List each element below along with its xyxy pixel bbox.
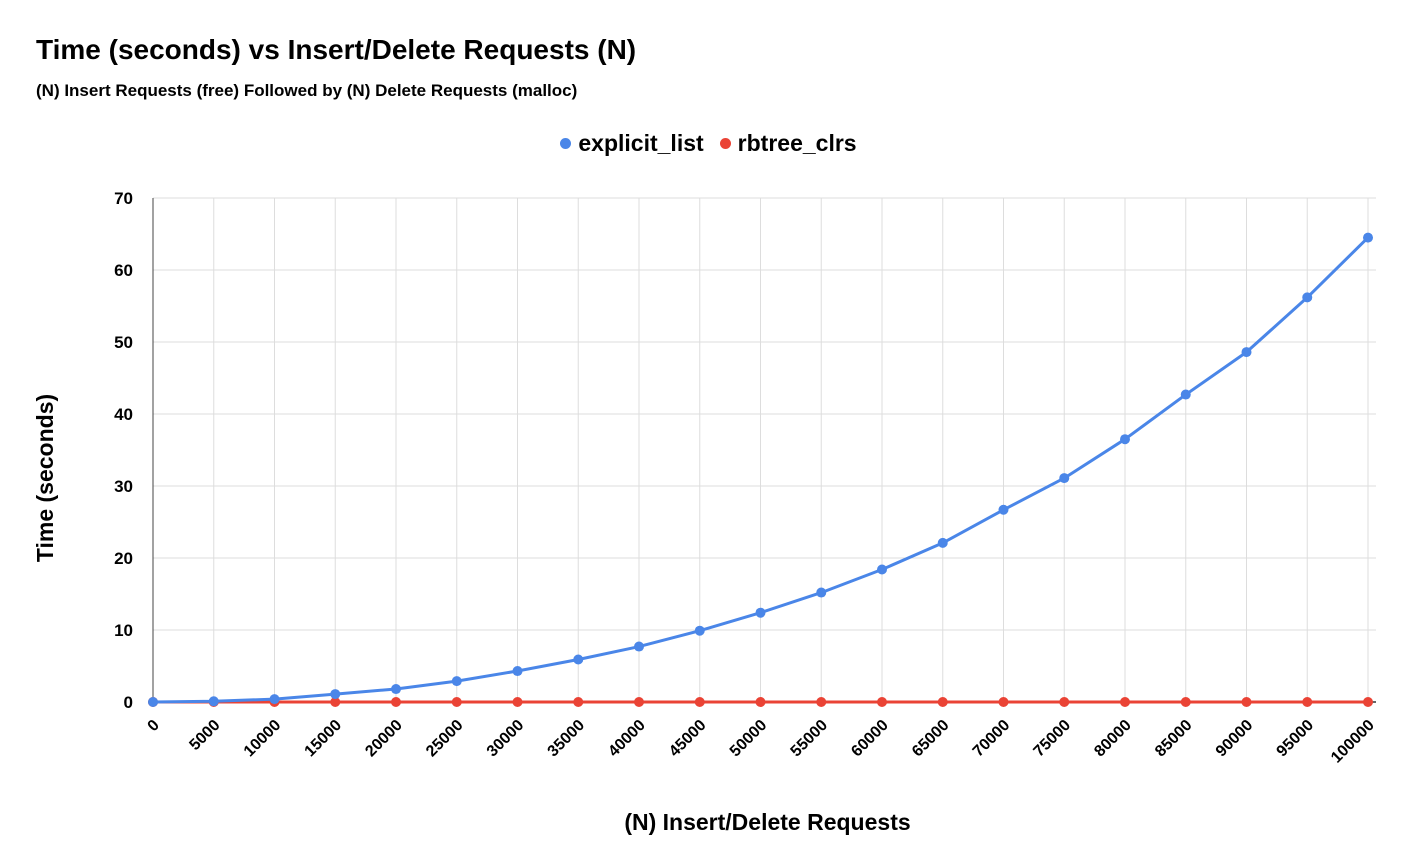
data-point-explicit-list[interactable]: [1363, 232, 1373, 243]
series-rbtree-clrs: [148, 697, 1373, 707]
data-point-rbtree-clrs[interactable]: [694, 697, 705, 707]
data-point-rbtree-clrs[interactable]: [1363, 697, 1373, 707]
tick-labels: 0 10 20 30 40 50 60 70 0 5000 10000 15000 20000 25000…: [114, 189, 1378, 767]
x-tick-label: 15000: [302, 717, 346, 761]
data-point-rbtree-clrs[interactable]: [330, 697, 341, 707]
data-point-explicit-list[interactable]: [1302, 292, 1313, 303]
data-point-explicit-list[interactable]: [694, 625, 705, 636]
x-tick-label: 90000: [1213, 717, 1257, 761]
x-tick-label: 40000: [605, 717, 649, 761]
data-point-rbtree-clrs[interactable]: [816, 697, 827, 707]
legend: explicit_list rbtree_clrs: [0, 130, 1409, 157]
data-point-rbtree-clrs[interactable]: [1302, 697, 1313, 707]
legend-item-rbtree-clrs[interactable]: rbtree_clrs: [719, 130, 857, 157]
data-point-rbtree-clrs[interactable]: [998, 697, 1009, 707]
x-tick-label: 75000: [1031, 717, 1075, 761]
chart-title: Time (seconds) vs Insert/Delete Requests…: [36, 34, 637, 65]
data-point-explicit-list[interactable]: [573, 654, 584, 665]
x-tick-label: 70000: [970, 717, 1014, 761]
data-point-rbtree-clrs[interactable]: [451, 697, 462, 707]
legend-label-explicit-list: explicit_list: [578, 130, 704, 156]
y-tick-label: 10: [114, 621, 133, 640]
y-tick-label: 70: [114, 189, 133, 208]
data-point-explicit-list[interactable]: [877, 564, 887, 575]
data-point-explicit-list[interactable]: [937, 537, 948, 548]
data-point-explicit-list[interactable]: [208, 696, 219, 707]
data-point-explicit-list[interactable]: [330, 689, 341, 700]
x-tick-label: 20000: [362, 717, 406, 761]
x-tick-label: 35000: [545, 717, 589, 761]
x-tick-label: 85000: [1152, 717, 1196, 761]
data-point-explicit-list[interactable]: [512, 666, 523, 677]
y-axis-label: Time (seconds): [32, 394, 58, 562]
x-tick-label: 65000: [909, 717, 953, 761]
x-tick-label: 0: [145, 717, 163, 735]
data-point-explicit-list[interactable]: [1059, 473, 1070, 484]
data-point-explicit-list[interactable]: [148, 697, 158, 707]
series-layer: [148, 232, 1373, 707]
data-point-explicit-list[interactable]: [269, 694, 280, 705]
data-point-explicit-list[interactable]: [634, 641, 644, 652]
legend-label-rbtree-clrs: rbtree_clrs: [737, 130, 857, 156]
data-point-rbtree-clrs[interactable]: [1120, 697, 1130, 707]
x-tick-label: 55000: [788, 717, 832, 761]
x-tick-label: 45000: [666, 717, 710, 761]
y-tick-label: 20: [114, 549, 133, 568]
grid: [153, 197, 1376, 702]
legend-marker-explicit-list: [560, 138, 572, 149]
data-point-rbtree-clrs[interactable]: [937, 697, 948, 707]
x-tick-label: 50000: [727, 717, 771, 761]
x-tick-label: 5000: [186, 717, 223, 754]
data-point-explicit-list[interactable]: [391, 684, 401, 695]
data-point-explicit-list[interactable]: [451, 676, 462, 687]
data-point-explicit-list[interactable]: [755, 607, 766, 618]
x-tick-label: 80000: [1091, 717, 1135, 761]
x-tick-label: 60000: [848, 717, 892, 761]
x-tick-label: 25000: [423, 717, 467, 761]
y-tick-label: 50: [114, 333, 133, 352]
y-tick-label: 0: [124, 693, 133, 712]
data-point-explicit-list[interactable]: [1120, 434, 1130, 445]
data-point-rbtree-clrs[interactable]: [877, 697, 887, 707]
y-tick-label: 40: [114, 405, 133, 424]
legend-marker-rbtree-clrs: [719, 138, 731, 149]
data-point-rbtree-clrs[interactable]: [1059, 697, 1070, 707]
axes: [148, 198, 1376, 703]
data-point-rbtree-clrs[interactable]: [1180, 697, 1191, 707]
data-point-explicit-list[interactable]: [998, 504, 1009, 515]
data-point-rbtree-clrs[interactable]: [391, 697, 401, 707]
x-tick-label: 95000: [1274, 717, 1318, 761]
x-tick-label: 10000: [241, 717, 285, 761]
y-tick-label: 30: [114, 477, 133, 496]
x-tick-label: 30000: [484, 717, 528, 761]
data-point-rbtree-clrs[interactable]: [1241, 697, 1252, 707]
data-point-explicit-list[interactable]: [1241, 347, 1252, 358]
x-axis-label: (N) Insert/Delete Requests: [624, 809, 910, 835]
y-tick-label: 60: [114, 261, 133, 280]
data-point-rbtree-clrs[interactable]: [573, 697, 584, 707]
series-explicit-list: [148, 232, 1373, 707]
legend-item-explicit-list[interactable]: explicit_list: [560, 130, 704, 157]
data-point-rbtree-clrs[interactable]: [634, 697, 644, 707]
chart-subtitle: (N) Insert Requests (free) Followed by (…: [36, 81, 578, 100]
data-point-explicit-list[interactable]: [1180, 389, 1191, 400]
data-point-rbtree-clrs[interactable]: [512, 697, 523, 707]
data-point-rbtree-clrs[interactable]: [755, 697, 766, 707]
x-tick-label: 100000: [1328, 717, 1378, 767]
data-point-explicit-list[interactable]: [816, 587, 827, 598]
